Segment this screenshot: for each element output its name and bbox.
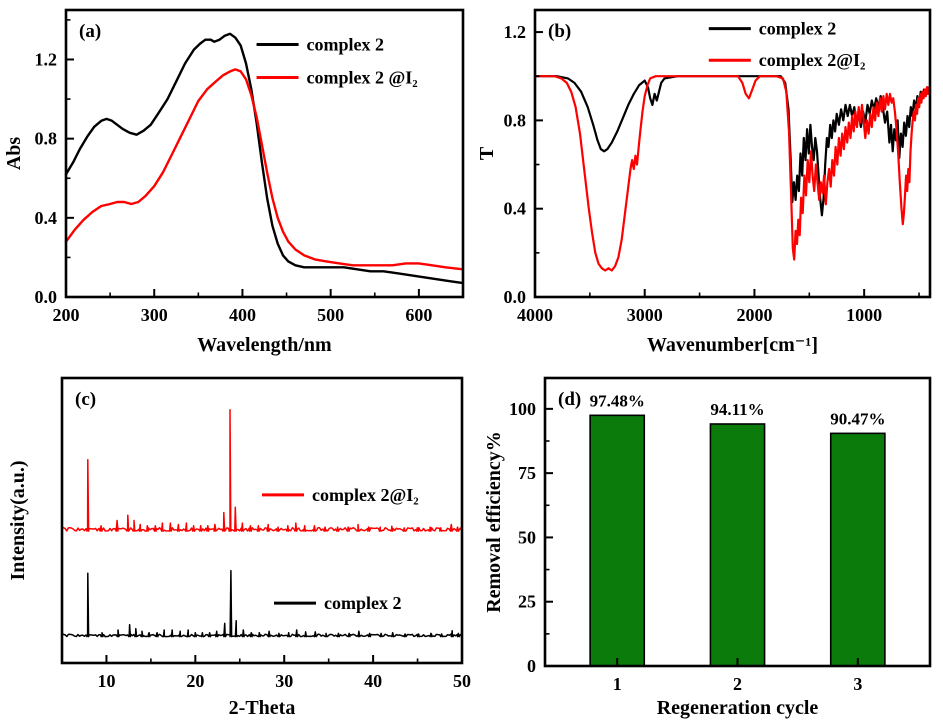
x-tick-label: 2 (733, 674, 742, 694)
legend-label: complex 2@I₂ (759, 50, 866, 70)
legend-label: complex 2 (307, 34, 384, 54)
x-tick-label: 40 (364, 671, 382, 691)
panel-letter: (a) (79, 21, 101, 42)
series-curve (533, 75, 932, 272)
legend-label: complex 2@I₂ (312, 485, 419, 505)
y-tick-label: 75 (518, 463, 536, 483)
x-tick-label: 3000 (627, 305, 663, 325)
y-tick-label: 100 (509, 399, 536, 419)
bar-cycle-2 (709, 423, 766, 667)
y-tick-label: 0.4 (35, 208, 58, 228)
y-axis-title: Removal efficiency% (483, 431, 505, 613)
series-curve (61, 408, 463, 532)
series-curve (61, 569, 463, 638)
plot-frame (533, 8, 932, 299)
bar-value-label: 97.48% (590, 391, 645, 410)
y-axis-title: T (476, 146, 498, 160)
legend-label: complex 2 @I₂ (307, 67, 418, 87)
x-tick-label: 50 (453, 671, 471, 691)
x-tick-label: 2000 (736, 305, 772, 325)
x-tick-label: 3 (853, 674, 862, 694)
series-curve (533, 75, 932, 217)
x-tick-label: 1 (613, 674, 622, 694)
x-tick-label: 600 (405, 305, 432, 325)
y-axis-title: Intensity(a.u.) (7, 460, 29, 580)
y-tick-label: 0.8 (35, 129, 58, 149)
x-tick-label: 10 (97, 671, 115, 691)
panel-letter: (d) (558, 389, 581, 410)
y-tick-label: 0.4 (504, 199, 527, 219)
panel-letter: (b) (548, 21, 571, 42)
panel-letter: (c) (75, 389, 96, 410)
x-tick-label: 30 (275, 671, 293, 691)
x-tick-label: 20 (186, 671, 204, 691)
x-axis-title: Wavelength/nm (197, 334, 332, 356)
bar-value-label: 94.11% (710, 400, 764, 419)
series-curve (64, 68, 465, 271)
legend-label: complex 2 (324, 593, 401, 613)
x-tick-label: 200 (53, 305, 80, 325)
bar-cycle-3 (829, 432, 886, 667)
y-tick-label: 0.0 (35, 287, 58, 307)
y-tick-label: 0 (527, 656, 536, 676)
bar-cycle-1 (589, 414, 646, 667)
plot-frame (64, 8, 465, 299)
uv-vis-spectra-chart: 200 300 400 500 600 0.0 0.4 0.8 1.2 Wavelength/nm… (3, 8, 465, 356)
x-tick-label: 500 (317, 305, 344, 325)
y-tick-label: 1.2 (504, 22, 527, 42)
y-tick-label: 50 (518, 527, 536, 547)
y-tick-label: 0.0 (504, 287, 527, 307)
x-tick-label: 4000 (517, 305, 553, 325)
x-tick-label: 1000 (846, 305, 882, 325)
y-tick-label: 1.2 (35, 49, 58, 69)
plot-frame (60, 376, 464, 665)
removal-efficiency-bar-chart: 97.48% 94.11% 90.47% 1 2 3 0 25 50 75 100 Regenerat… (483, 376, 932, 719)
y-axis-title: Abs (3, 137, 25, 171)
y-tick-label: 25 (518, 592, 536, 612)
series-curve (64, 32, 465, 285)
legend-label: complex 2 (759, 19, 836, 39)
y-tick-label: 0.8 (504, 110, 527, 130)
pxrd-pattern-chart: 10 20 30 40 50 2-Theta Intensity(a.u.) (c) compl… (7, 376, 471, 719)
x-axis-title: Wavenumber[cm⁻¹] (647, 334, 818, 356)
x-tick-label: 400 (229, 305, 256, 325)
ftir-spectra-chart: 4000 3000 2000 1000 0.0 0.4 0.8 1.2 Wavenumber[c… (476, 8, 932, 356)
x-axis-title: Regeneration cycle (657, 697, 819, 719)
x-tick-label: 300 (141, 305, 168, 325)
x-axis-title: 2-Theta (229, 697, 296, 719)
bar-value-label: 90.47% (830, 409, 885, 428)
